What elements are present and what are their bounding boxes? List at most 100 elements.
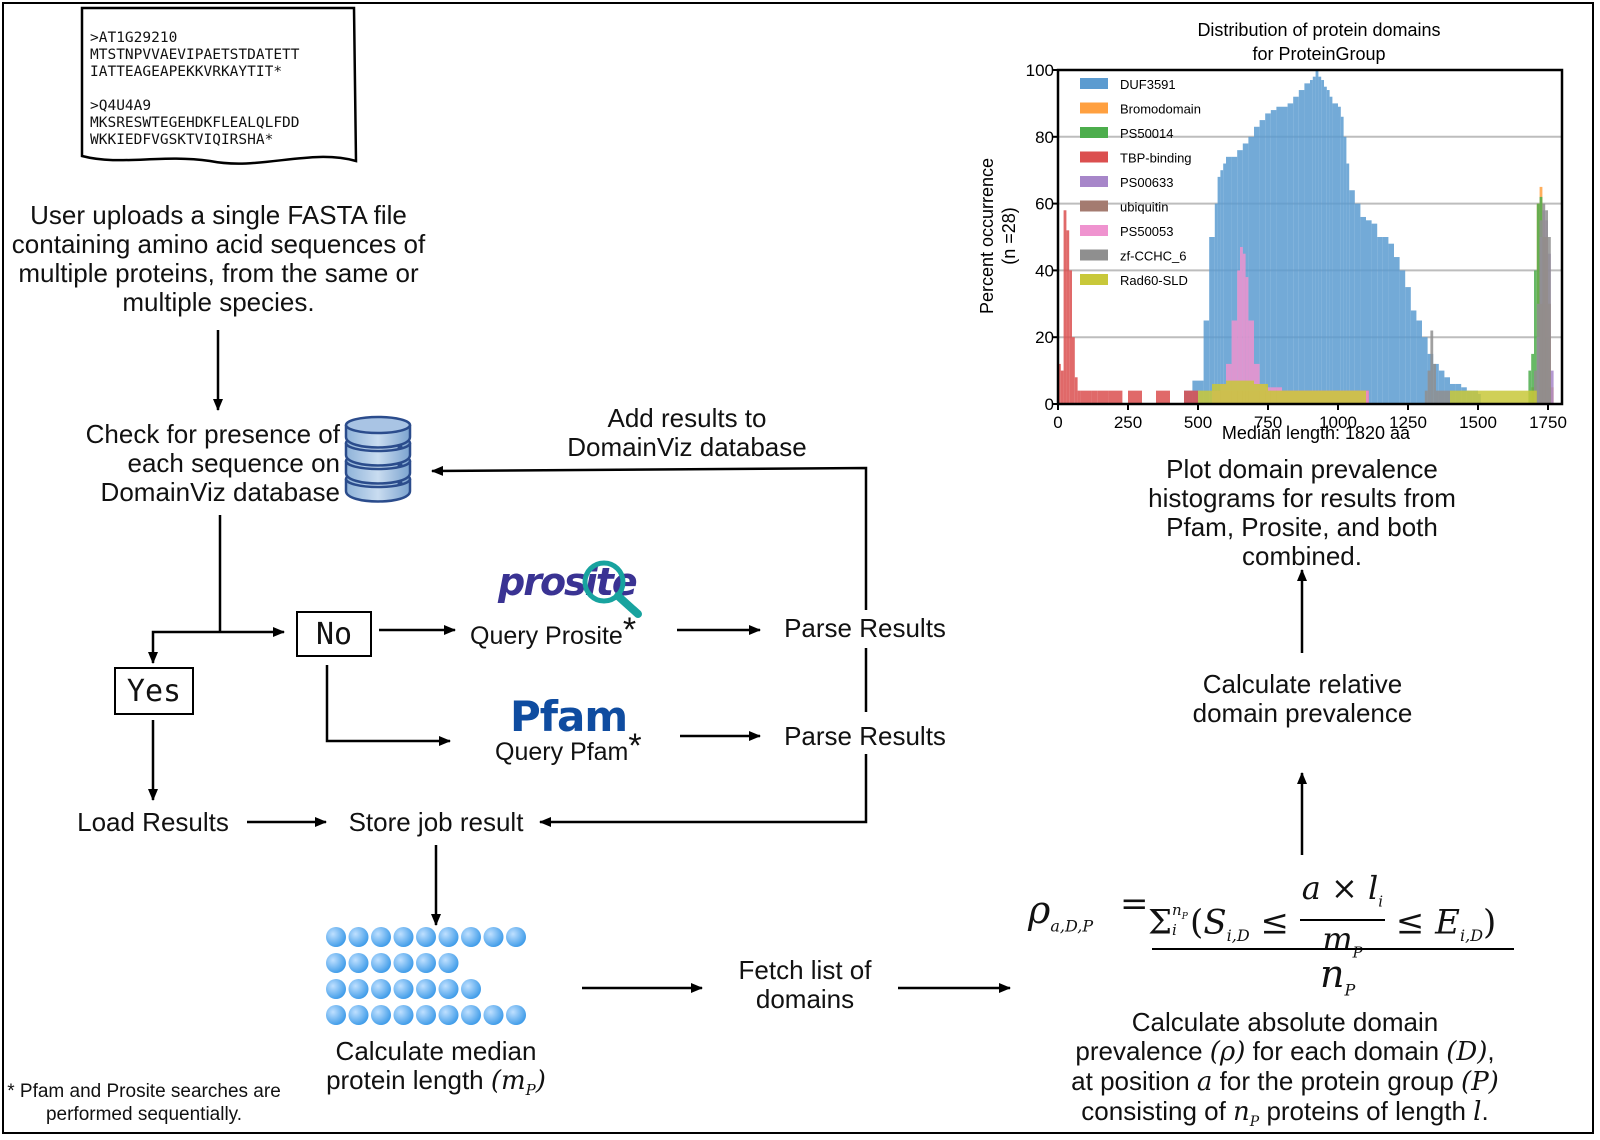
histogram-bar — [1245, 277, 1249, 404]
histogram-bar — [1298, 90, 1305, 404]
protein-bead — [393, 927, 414, 947]
histogram-bar — [1097, 390, 1109, 404]
chart-ticks: 0 250 500 750 1000 1250 1500 1750 0 20 40 60 80 100 — [1026, 61, 1567, 432]
query-prosite-label: Query Prosite — [470, 622, 623, 650]
histogram-bar — [1240, 247, 1243, 404]
prosite-logo: prosite — [498, 560, 648, 620]
y-tick-label: 100 — [1026, 61, 1054, 80]
histogram-bar — [1077, 390, 1081, 404]
fasta-line: >Q4U4A9 — [90, 98, 152, 114]
protein-bead — [438, 979, 459, 999]
chart-ylabel: Percent occurrence — [977, 158, 997, 314]
histogram-bar — [1399, 270, 1406, 404]
query-prosite-text: Query Prosite* — [470, 613, 690, 651]
formula-close: ) — [1483, 902, 1497, 943]
histogram-bar — [1340, 116, 1344, 404]
protein-bead — [461, 927, 481, 947]
calc-median-close: ) — [535, 1066, 546, 1096]
fasta-line: MTSTNPVVAEVIPAETSTDATETT — [90, 47, 300, 63]
histogram-bar — [1226, 380, 1240, 404]
x-tick-label: 750 — [1254, 413, 1282, 432]
calc-absolute-n: n — [1233, 1097, 1250, 1127]
no-box: No — [296, 611, 372, 657]
histogram-bar — [1427, 370, 1431, 404]
calc-median-sym: (m — [490, 1066, 526, 1096]
fasta-line: >AT1G29210 — [90, 30, 178, 46]
histogram-bar — [1254, 126, 1260, 404]
protein-bead — [506, 927, 526, 947]
histogram-bar — [1349, 190, 1355, 404]
calc-absolute-line1: Calculate absolute domain — [1131, 1007, 1439, 1037]
calc-absolute-seg: for each domain — [1245, 1036, 1447, 1066]
histogram-bar — [1203, 320, 1210, 404]
formula-fraction-den: mP — [1300, 921, 1385, 970]
histogram-bar — [1324, 86, 1327, 404]
calc-absolute-seg: at position — [1071, 1066, 1197, 1096]
histogram-bar — [1542, 203, 1546, 404]
footnote-text: * Pfam and Prosite searches are performe… — [7, 1081, 281, 1125]
x-tick-label: 1000 — [1319, 413, 1357, 432]
formula-s: S — [1203, 902, 1227, 943]
calc-absolute-seg: consisting of — [1081, 1096, 1234, 1126]
histogram-bar — [1080, 390, 1086, 404]
histogram-bar — [1282, 106, 1288, 405]
chart-title-line2: for ProteinGroup — [1252, 44, 1385, 64]
histogram-bar — [1108, 390, 1123, 404]
asterisk-prosite: * — [622, 611, 637, 649]
load-results-text: Load Results — [77, 807, 229, 837]
legend-label: zf-CCHC_6 — [1120, 249, 1186, 264]
chart-bars — [1058, 70, 1554, 405]
formula-sum: Σ — [1148, 902, 1173, 943]
calc-absolute-seg: proteins of length — [1259, 1096, 1474, 1126]
histogram-bar — [1506, 390, 1520, 404]
histogram-bar — [1209, 237, 1215, 404]
y-tick-label: 60 — [1035, 195, 1054, 214]
legend-swatch — [1080, 127, 1108, 138]
check-step-text: Check for presence of each sequence on D… — [85, 419, 340, 507]
histogram-bar — [1438, 370, 1445, 404]
calc-absolute-p: (P) — [1461, 1067, 1499, 1097]
histogram-bar — [1318, 76, 1322, 405]
formula-lhs: ρa,D,P — [1028, 888, 1093, 936]
protein-bead — [461, 979, 481, 999]
calc-absolute-line2: prevalence (ρ) for each domain (D), — [1040, 1037, 1530, 1067]
query-pfam-label: Query Pfam — [495, 738, 629, 766]
legend-label: Rad60-SLD — [1120, 273, 1188, 288]
histogram-bar — [1282, 390, 1296, 404]
legend-label: PS50053 — [1120, 224, 1174, 239]
histogram-bar — [1212, 383, 1226, 404]
x-tick-label: 1750 — [1529, 413, 1567, 432]
histogram-bar — [1091, 390, 1098, 404]
calc-relative-text: Calculate relative domain prevalence — [1192, 669, 1413, 728]
database-icon — [344, 415, 412, 503]
fasta-line: MKSRESWTEGEHDKFLEALQLFDD — [90, 115, 300, 131]
histogram-bar — [1069, 270, 1072, 404]
histogram-bar — [1405, 287, 1411, 404]
x-tick-label: 1250 — [1389, 413, 1427, 432]
histogram-bar — [1128, 390, 1142, 404]
fasta-line: WKKIEDFVGSKTVIQIRSHA* — [90, 132, 274, 148]
histogram-bar — [1063, 210, 1067, 404]
histogram-bar — [1265, 113, 1271, 405]
protein-bead — [416, 953, 436, 973]
formula-den: m — [1322, 920, 1353, 959]
store-job-text: Store job result — [348, 807, 524, 837]
formula-num: a × l — [1301, 869, 1379, 907]
protein-bead — [438, 927, 459, 947]
formula-rho: ρ — [1028, 888, 1051, 932]
protein-bead — [438, 953, 459, 973]
formula-sum-sup: nP — [1172, 901, 1188, 922]
calc-median-symbol: (mP) — [490, 1066, 546, 1100]
histogram-bar — [1550, 370, 1554, 404]
histogram-bar — [1296, 390, 1310, 404]
protein-bead — [393, 953, 414, 973]
protein-bead — [438, 1005, 459, 1025]
histogram-bar — [1531, 353, 1534, 404]
histogram-bar — [1214, 203, 1218, 404]
protein-bead — [348, 953, 369, 973]
histogram-bar — [1410, 310, 1417, 404]
fasta-line: IATTEAGEAPEKKVRKAYTIT* — [90, 64, 283, 80]
formula-leq1: ≤ — [1260, 902, 1289, 943]
